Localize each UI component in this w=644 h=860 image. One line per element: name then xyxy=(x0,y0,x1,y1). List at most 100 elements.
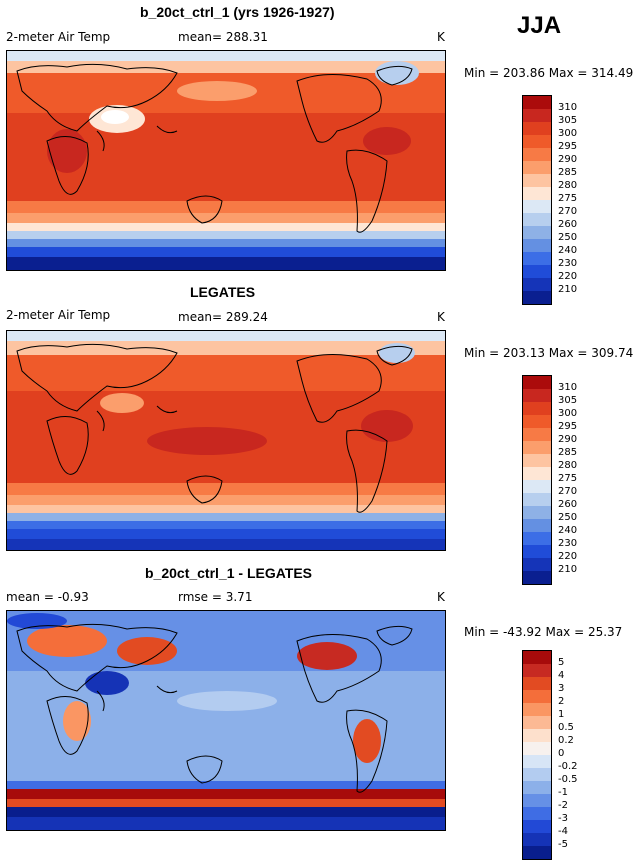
panel-3-title: b_20ct_ctrl_1 - LEGATES xyxy=(145,565,313,581)
panel-3-units: K xyxy=(437,590,445,604)
panel-1-minmax: Min = 203.86 Max = 314.49 xyxy=(464,66,634,80)
tick-label: 2 xyxy=(558,696,565,707)
panel-2-variable: 2-meter Air Temp xyxy=(6,308,111,322)
tick-label: 5 xyxy=(558,657,565,668)
panel-1-colorbar-swatch xyxy=(523,265,551,278)
panel-1-title: b_20ct_ctrl_1 (yrs 1926-1927) xyxy=(140,4,335,20)
panel-1-colorbar-swatch xyxy=(523,122,551,135)
tick-label: -1 xyxy=(558,787,568,798)
panel-1-colorbar-swatch xyxy=(523,96,551,109)
panel-1-colorbar-swatch xyxy=(523,187,551,200)
tick-label: 4 xyxy=(558,670,565,681)
tick-label: 210 xyxy=(558,284,578,295)
panel-2-colorbar-swatch xyxy=(523,519,551,532)
tick-label: -3 xyxy=(558,813,568,824)
panel-1-map xyxy=(6,50,446,271)
tick-label: 285 xyxy=(558,447,578,458)
tick-label: 250 xyxy=(558,232,578,243)
tick-label: 280 xyxy=(558,180,578,191)
tick-label: 210 xyxy=(558,564,578,575)
tick-label: 270 xyxy=(558,206,578,217)
panel-2-colorbar-swatch xyxy=(523,506,551,519)
tick-label: 305 xyxy=(558,115,578,126)
tick-label: 275 xyxy=(558,473,578,484)
tick-label: -5 xyxy=(558,839,568,850)
panel-1-colorbar-swatch xyxy=(523,252,551,265)
panel-2-colorbar-swatch xyxy=(523,571,551,584)
tick-label: 250 xyxy=(558,512,578,523)
panel-1-variable: 2-meter Air Temp xyxy=(6,30,111,44)
panel-3-colorbar-swatch xyxy=(523,807,551,820)
panel-3-colorbar-swatch xyxy=(523,690,551,703)
panel-1-colorbar-swatch xyxy=(523,213,551,226)
panel-3-colorbar-swatch xyxy=(523,781,551,794)
panel-3-colorbar-swatch xyxy=(523,755,551,768)
tick-label: 0.5 xyxy=(558,722,574,733)
panel-3-mean: mean = -0.93 xyxy=(6,590,89,604)
panel-1-colorbar-swatch xyxy=(523,148,551,161)
panel-3-colorbar-swatch xyxy=(523,677,551,690)
panel-2-colorbar-swatch xyxy=(523,376,551,389)
panel-2-title: LEGATES xyxy=(190,284,256,300)
panel-3-minmax: Min = -43.92 Max = 25.37 xyxy=(464,625,623,639)
panel-3-colorbar-swatch xyxy=(523,833,551,846)
tick-label: -2 xyxy=(558,800,568,811)
panel-2-colorbar-swatch xyxy=(523,454,551,467)
panel-2-colorbar-swatch xyxy=(523,558,551,571)
tick-label: 310 xyxy=(558,102,578,113)
panel-2-colorbar xyxy=(522,375,552,585)
panel-2-colorbar-swatch xyxy=(523,493,551,506)
panel-3-colorbar xyxy=(522,650,552,860)
tick-label: 275 xyxy=(558,193,578,204)
tick-label: 1 xyxy=(558,709,565,720)
tick-label: -4 xyxy=(558,826,568,837)
panel-2-colorbar-swatch xyxy=(523,415,551,428)
panel-3-colorbar-swatch xyxy=(523,651,551,664)
panel-1-colorbar xyxy=(522,95,552,305)
tick-label: 260 xyxy=(558,219,578,230)
tick-label: 285 xyxy=(558,167,578,178)
tick-label: 310 xyxy=(558,382,578,393)
tick-label: 230 xyxy=(558,258,578,269)
panel-2-colorbar-swatch xyxy=(523,467,551,480)
panel-3-colorbar-swatch xyxy=(523,820,551,833)
panel-2-map xyxy=(6,330,446,551)
panel-2-mean: mean= 289.24 xyxy=(178,310,268,324)
tick-label: 295 xyxy=(558,141,578,152)
tick-label: -0.5 xyxy=(558,774,578,785)
panel-2-minmax: Min = 203.13 Max = 309.74 xyxy=(464,346,634,360)
panel-1-colorbar-swatch xyxy=(523,109,551,122)
panel-1-colorbar-swatch xyxy=(523,200,551,213)
tick-label: 230 xyxy=(558,538,578,549)
panel-2-colorbar-swatch xyxy=(523,545,551,558)
tick-label: 305 xyxy=(558,395,578,406)
tick-label: 220 xyxy=(558,551,578,562)
tick-label: 240 xyxy=(558,245,578,256)
panel-1-colorbar-swatch xyxy=(523,161,551,174)
panel-1-mean: mean= 288.31 xyxy=(178,30,268,44)
panel-3-colorbar-swatch xyxy=(523,742,551,755)
panel-3-colorbar-swatch xyxy=(523,794,551,807)
panel-2-units: K xyxy=(437,310,445,324)
panel-1-colorbar-swatch xyxy=(523,135,551,148)
panel-1-colorbar-swatch xyxy=(523,278,551,291)
panel-2-colorbar-swatch xyxy=(523,428,551,441)
panel-1-colorbar-ticks: 310 305 300 295 290 285 280 275 270 260 … xyxy=(558,101,577,296)
panel-1-colorbar-swatch xyxy=(523,239,551,252)
panel-3-colorbar-swatch xyxy=(523,716,551,729)
tick-label: 300 xyxy=(558,408,578,419)
tick-label: 0.2 xyxy=(558,735,574,746)
panel-1-colorbar-swatch xyxy=(523,291,551,304)
tick-label: 220 xyxy=(558,271,578,282)
panel-2-colorbar-swatch xyxy=(523,532,551,545)
tick-label: 240 xyxy=(558,525,578,536)
panel-2-colorbar-swatch xyxy=(523,389,551,402)
tick-label: 260 xyxy=(558,499,578,510)
panel-3-map xyxy=(6,610,446,831)
tick-label: 270 xyxy=(558,486,578,497)
panel-2-colorbar-ticks: 310 305 300 295 290 285 280 275 270 260 … xyxy=(558,381,577,576)
panel-2-colorbar-swatch xyxy=(523,441,551,454)
tick-label: 0 xyxy=(558,748,565,759)
panel-3-rmse: rmse = 3.71 xyxy=(178,590,253,604)
tick-label: 300 xyxy=(558,128,578,139)
